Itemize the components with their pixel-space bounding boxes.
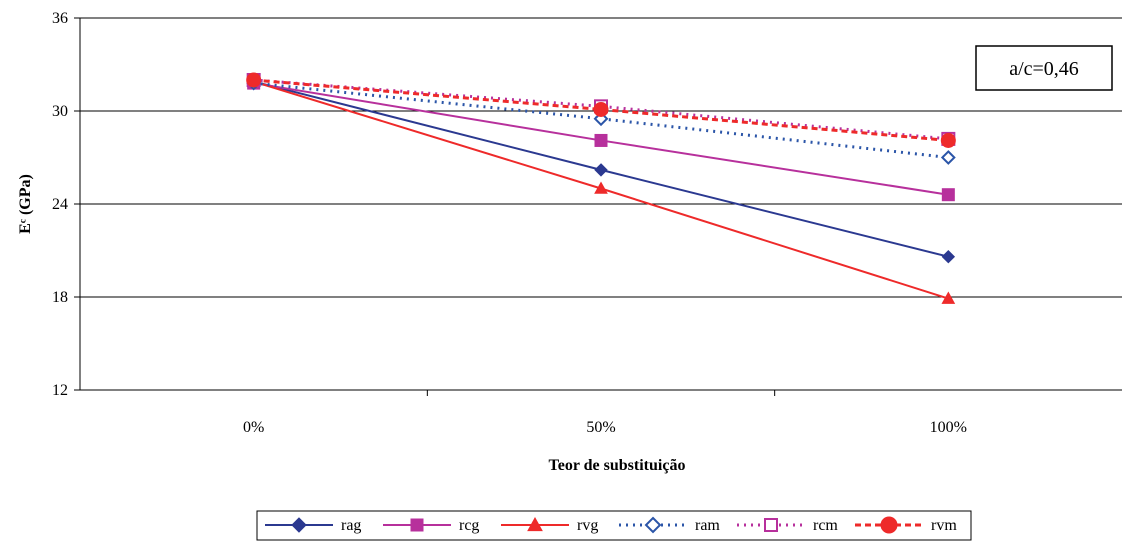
data-point-rcg bbox=[594, 133, 608, 147]
y-ticks: 12 18 24 30 36 bbox=[52, 10, 80, 399]
legend-marker bbox=[764, 518, 778, 532]
gridlines bbox=[80, 17, 1122, 298]
legend-marker bbox=[410, 518, 424, 532]
y-tick-label: 36 bbox=[52, 10, 68, 27]
legend-entry-rvg: rvg bbox=[501, 516, 598, 534]
legend-label: rcg bbox=[459, 517, 479, 534]
legend-entry-rvm: rvm bbox=[855, 516, 957, 534]
y-tick-label: 24 bbox=[52, 196, 68, 213]
data-point-rcg bbox=[941, 188, 955, 202]
data-point-rvg bbox=[594, 181, 608, 194]
data-point-rag bbox=[941, 249, 956, 264]
x-tick-label: 50% bbox=[586, 419, 615, 436]
series-rvm bbox=[246, 72, 956, 148]
annotation-box: a/c=0,46 bbox=[975, 45, 1113, 91]
x-axis-title: Teor de substituição bbox=[549, 457, 686, 474]
y-tick-label: 12 bbox=[52, 382, 68, 399]
data-point-rvm bbox=[940, 132, 956, 148]
series-line-ram bbox=[253, 81, 949, 159]
y-tick-label: 18 bbox=[52, 289, 68, 306]
x-tick-label: 0% bbox=[243, 419, 264, 436]
data-point-rvm bbox=[246, 72, 262, 88]
legend-box bbox=[256, 510, 972, 541]
legend-label: ram bbox=[695, 517, 720, 534]
data-point-rvg bbox=[941, 291, 956, 304]
series-line-rvm bbox=[253, 78, 949, 142]
legend-marker bbox=[644, 516, 662, 534]
legend: rag rcg rvg ram rcm rvm bbox=[256, 510, 972, 541]
series-group bbox=[246, 72, 956, 304]
legend-marker bbox=[527, 516, 543, 532]
legend-entry-ram: ram bbox=[619, 516, 720, 534]
legend-marker bbox=[291, 517, 307, 533]
data-point-rvm bbox=[593, 101, 609, 117]
legend-entry-rcm: rcm bbox=[737, 517, 838, 534]
data-point-ram bbox=[940, 150, 956, 165]
legend-label: rcm bbox=[813, 517, 838, 534]
legend-label: rvm bbox=[931, 517, 957, 534]
legend-label: rag bbox=[341, 517, 361, 534]
legend-label: rvg bbox=[577, 517, 598, 534]
y-axis-title: Eᶜ (GPa) bbox=[17, 174, 34, 234]
x-ticks: 0% 50% 100% bbox=[243, 390, 967, 436]
annotation-text: a/c=0,46 bbox=[1009, 58, 1079, 80]
data-point-rag bbox=[594, 163, 608, 177]
legend-entry-rag: rag bbox=[265, 517, 361, 534]
legend-entry-rcg: rcg bbox=[383, 517, 479, 534]
x-tick-label: 100% bbox=[930, 419, 967, 436]
legend-marker bbox=[880, 516, 898, 534]
series-ram bbox=[246, 75, 956, 165]
y-tick-label: 30 bbox=[52, 103, 68, 120]
